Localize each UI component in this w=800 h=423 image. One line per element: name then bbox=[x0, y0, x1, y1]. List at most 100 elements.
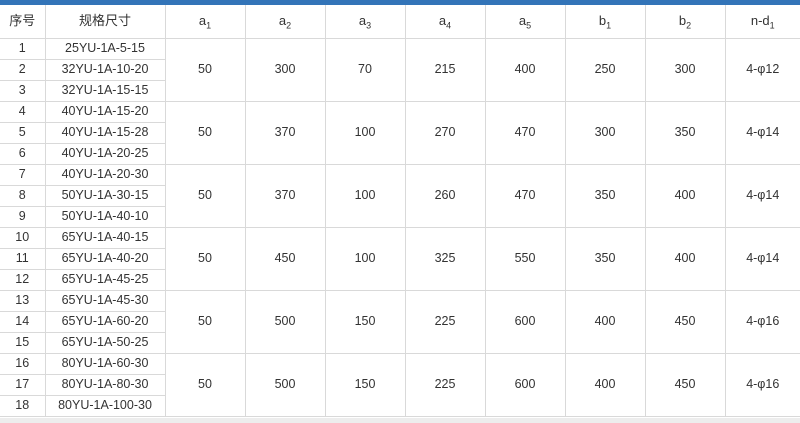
row-number-cell: 15 bbox=[0, 332, 46, 354]
spec-table: 序号 规格尺寸 a1 a2 a3 a4 a5 b1 b2 n-d1 1 25YU-1A-5-15 50… bbox=[0, 5, 800, 417]
column-header: 规格尺寸 bbox=[44, 5, 166, 39]
row-number-cell: 1 bbox=[0, 38, 46, 60]
value-cell-a3: 150 bbox=[324, 290, 406, 354]
value-cell-b1: 300 bbox=[564, 101, 646, 165]
value-cell-nd1: 4-φ16 bbox=[724, 353, 800, 417]
value-cell-a5: 550 bbox=[484, 227, 566, 291]
spec-cell: 25YU-1A-5-15 bbox=[44, 38, 166, 60]
row-number-cell: 5 bbox=[0, 122, 46, 144]
spec-cell: 65YU-1A-45-25 bbox=[44, 269, 166, 291]
table-row: 7 40YU-1A-20-30 50 370 100 260 470 350 400 4-φ14 bbox=[0, 164, 800, 228]
value-cell-a5: 400 bbox=[484, 38, 566, 102]
table-row: 17 80YU-1A-80-30 bbox=[0, 374, 800, 396]
row-number-cell: 16 bbox=[0, 353, 46, 375]
value-cell-a1: 50 bbox=[164, 353, 246, 417]
row-number-cell: 6 bbox=[0, 143, 46, 165]
row-number-cell: 9 bbox=[0, 206, 46, 228]
spec-cell: 65YU-1A-40-15 bbox=[44, 227, 166, 249]
row-number-cell: 8 bbox=[0, 185, 46, 207]
spec-cell: 50YU-1A-40-10 bbox=[44, 206, 166, 228]
column-header-label: a bbox=[198, 13, 207, 29]
spec-cell: 40YU-1A-15-20 bbox=[44, 101, 166, 123]
row-number-cell: 4 bbox=[0, 101, 46, 123]
table-row: 11 65YU-1A-40-20 bbox=[0, 248, 800, 270]
spec-cell: 65YU-1A-50-25 bbox=[44, 332, 166, 354]
bottom-strip bbox=[0, 418, 800, 423]
spec-cell: 65YU-1A-45-30 bbox=[44, 290, 166, 312]
value-cell-a1: 50 bbox=[164, 38, 246, 102]
column-header-label: a bbox=[358, 13, 367, 29]
column-header-subscript: 3 bbox=[366, 20, 372, 31]
table-row: 18 80YU-1A-100-30 bbox=[0, 395, 800, 417]
value-cell-a2: 500 bbox=[244, 290, 326, 354]
value-cell-nd1: 4-φ14 bbox=[724, 101, 800, 165]
row-number-cell: 17 bbox=[0, 374, 46, 396]
column-header-subscript: 2 bbox=[286, 20, 292, 31]
value-cell-a4: 260 bbox=[404, 164, 486, 228]
row-number-cell: 14 bbox=[0, 311, 46, 333]
value-cell-a3: 70 bbox=[324, 38, 406, 102]
column-header-label: b bbox=[678, 13, 687, 29]
table-row: 2 32YU-1A-10-20 bbox=[0, 59, 800, 81]
column-header: a4 bbox=[404, 5, 486, 39]
value-cell-b1: 400 bbox=[564, 353, 646, 417]
table-row: 15 65YU-1A-50-25 bbox=[0, 332, 800, 354]
column-header-label: 序号 bbox=[9, 13, 36, 29]
value-cell-nd1: 4-φ16 bbox=[724, 290, 800, 354]
row-number-cell: 13 bbox=[0, 290, 46, 312]
column-header: a3 bbox=[324, 5, 406, 39]
table-row: 13 65YU-1A-45-30 50 500 150 225 600 400 450 4-φ16 bbox=[0, 290, 800, 354]
spec-cell: 65YU-1A-60-20 bbox=[44, 311, 166, 333]
table-row: 14 65YU-1A-60-20 bbox=[0, 311, 800, 333]
column-header: 序号 bbox=[0, 5, 46, 39]
spec-cell: 32YU-1A-10-20 bbox=[44, 59, 166, 81]
value-cell-a5: 600 bbox=[484, 353, 566, 417]
column-header-label: 规格尺寸 bbox=[78, 13, 131, 29]
column-header-subscript: 1 bbox=[769, 20, 775, 31]
spec-cell: 50YU-1A-30-15 bbox=[44, 185, 166, 207]
spec-cell: 80YU-1A-100-30 bbox=[44, 395, 166, 417]
value-cell-b2: 300 bbox=[644, 38, 726, 102]
row-number-cell: 7 bbox=[0, 164, 46, 186]
value-cell-a3: 100 bbox=[324, 101, 406, 165]
value-cell-a3: 150 bbox=[324, 353, 406, 417]
value-cell-b1: 250 bbox=[564, 38, 646, 102]
column-header: b1 bbox=[564, 5, 646, 39]
value-cell-a5: 600 bbox=[484, 290, 566, 354]
column-header-subscript: 1 bbox=[606, 20, 612, 31]
value-cell-nd1: 4-φ12 bbox=[724, 38, 800, 102]
value-cell-a1: 50 bbox=[164, 227, 246, 291]
column-header-label: n-d bbox=[750, 13, 770, 29]
value-cell-nd1: 4-φ14 bbox=[724, 227, 800, 291]
column-header: n-d1 bbox=[724, 5, 800, 39]
value-cell-b1: 350 bbox=[564, 227, 646, 291]
column-header-subscript: 5 bbox=[526, 20, 532, 31]
spec-cell: 32YU-1A-15-15 bbox=[44, 80, 166, 102]
column-header-label: b bbox=[598, 13, 607, 29]
table-row: 1 25YU-1A-5-15 50 300 70 215 400 250 300 4-φ12 bbox=[0, 38, 800, 102]
column-header-label: a bbox=[278, 13, 287, 29]
value-cell-b2: 400 bbox=[644, 164, 726, 228]
row-number-cell: 18 bbox=[0, 395, 46, 417]
value-cell-a4: 225 bbox=[404, 353, 486, 417]
value-cell-a2: 300 bbox=[244, 38, 326, 102]
value-cell-a5: 470 bbox=[484, 101, 566, 165]
row-number-cell: 2 bbox=[0, 59, 46, 81]
column-header: a5 bbox=[484, 5, 566, 39]
spec-cell: 40YU-1A-20-30 bbox=[44, 164, 166, 186]
table-row: 16 80YU-1A-60-30 50 500 150 225 600 400 450 4-φ16 bbox=[0, 353, 800, 417]
value-cell-a5: 470 bbox=[484, 164, 566, 228]
spec-cell: 40YU-1A-15-28 bbox=[44, 122, 166, 144]
spec-cell: 65YU-1A-40-20 bbox=[44, 248, 166, 270]
value-cell-b2: 400 bbox=[644, 227, 726, 291]
value-cell-a2: 370 bbox=[244, 164, 326, 228]
spec-cell: 80YU-1A-60-30 bbox=[44, 353, 166, 375]
top-accent-bar bbox=[0, 0, 800, 5]
value-cell-a2: 450 bbox=[244, 227, 326, 291]
row-number-cell: 11 bbox=[0, 248, 46, 270]
table-row: 8 50YU-1A-30-15 bbox=[0, 185, 800, 207]
value-cell-a3: 100 bbox=[324, 227, 406, 291]
value-cell-a1: 50 bbox=[164, 101, 246, 165]
value-cell-a4: 270 bbox=[404, 101, 486, 165]
